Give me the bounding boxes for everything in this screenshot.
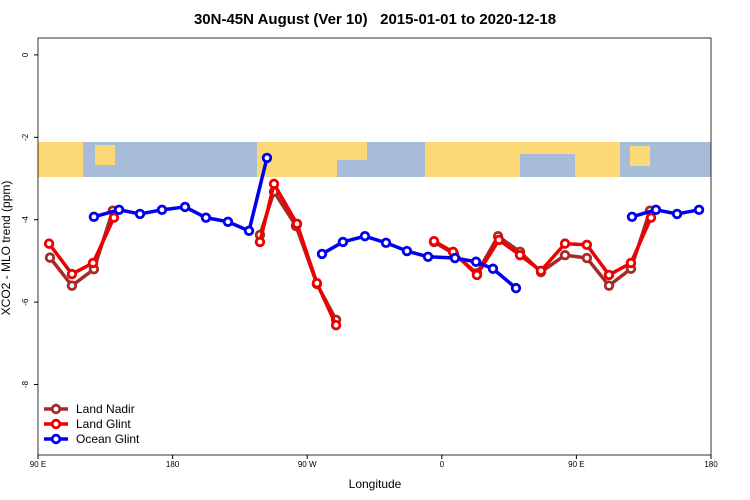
point bbox=[66, 268, 78, 280]
point bbox=[559, 238, 571, 249]
point bbox=[422, 251, 434, 263]
point bbox=[87, 257, 99, 269]
point bbox=[330, 320, 342, 331]
point bbox=[359, 230, 371, 242]
point bbox=[510, 282, 522, 294]
point bbox=[243, 225, 255, 237]
plot-frame bbox=[37, 37, 712, 456]
x-tick-label: 0 bbox=[440, 460, 445, 469]
point bbox=[428, 235, 440, 247]
legend-marker bbox=[50, 433, 62, 445]
legend-marker bbox=[50, 403, 62, 415]
point bbox=[693, 204, 705, 216]
point bbox=[650, 204, 662, 216]
point bbox=[514, 249, 526, 261]
point bbox=[261, 152, 273, 164]
map-band bbox=[38, 142, 711, 177]
point bbox=[581, 252, 593, 264]
point bbox=[626, 211, 638, 223]
series-line bbox=[93, 157, 700, 290]
x-tick-label: 90 E bbox=[568, 460, 584, 469]
legend-marker bbox=[50, 418, 62, 430]
x-axis-label: Longitude bbox=[349, 477, 402, 491]
y-axis-label: XCO2 - MLO trend (ppm) bbox=[0, 181, 13, 316]
chart-title: 30N-45N August (Ver 10) 2015-01-01 to 20… bbox=[194, 11, 556, 28]
point bbox=[156, 204, 168, 216]
y-tick-label: -8 bbox=[21, 380, 30, 388]
y-tick-label: 0 bbox=[21, 52, 30, 57]
point bbox=[645, 212, 657, 223]
point bbox=[380, 237, 392, 248]
point bbox=[88, 211, 100, 223]
y-tick-label: -4 bbox=[21, 216, 30, 224]
point bbox=[66, 280, 78, 291]
legend-label: Land Glint bbox=[76, 417, 131, 431]
point bbox=[493, 234, 505, 246]
y-tick-label: -6 bbox=[21, 298, 30, 306]
point bbox=[43, 238, 55, 249]
point bbox=[487, 263, 499, 274]
x-tick-label: 180 bbox=[166, 460, 180, 469]
point bbox=[401, 245, 413, 257]
point bbox=[113, 204, 125, 216]
point bbox=[470, 256, 482, 267]
point bbox=[108, 212, 120, 223]
x-tick-label: 90 W bbox=[298, 460, 317, 469]
point bbox=[603, 269, 615, 281]
point bbox=[200, 212, 212, 223]
point bbox=[222, 216, 234, 227]
point bbox=[134, 208, 146, 220]
y-tick-label: -2 bbox=[21, 133, 30, 141]
point bbox=[179, 201, 191, 213]
point bbox=[337, 236, 349, 248]
point bbox=[449, 252, 461, 264]
point bbox=[44, 252, 56, 263]
point bbox=[254, 236, 266, 248]
point bbox=[559, 249, 571, 261]
point bbox=[625, 257, 637, 269]
legend-label: Land Nadir bbox=[76, 402, 135, 416]
point bbox=[316, 248, 328, 260]
point bbox=[311, 277, 323, 289]
point bbox=[581, 239, 593, 251]
point bbox=[603, 280, 615, 291]
legend-label: Ocean Glint bbox=[76, 432, 140, 446]
x-tick-label: 90 E bbox=[30, 460, 46, 469]
point bbox=[291, 218, 303, 230]
point bbox=[471, 269, 483, 281]
x-tick-label: 180 bbox=[704, 460, 718, 469]
point bbox=[535, 265, 547, 277]
point bbox=[671, 208, 683, 220]
point bbox=[268, 178, 280, 190]
